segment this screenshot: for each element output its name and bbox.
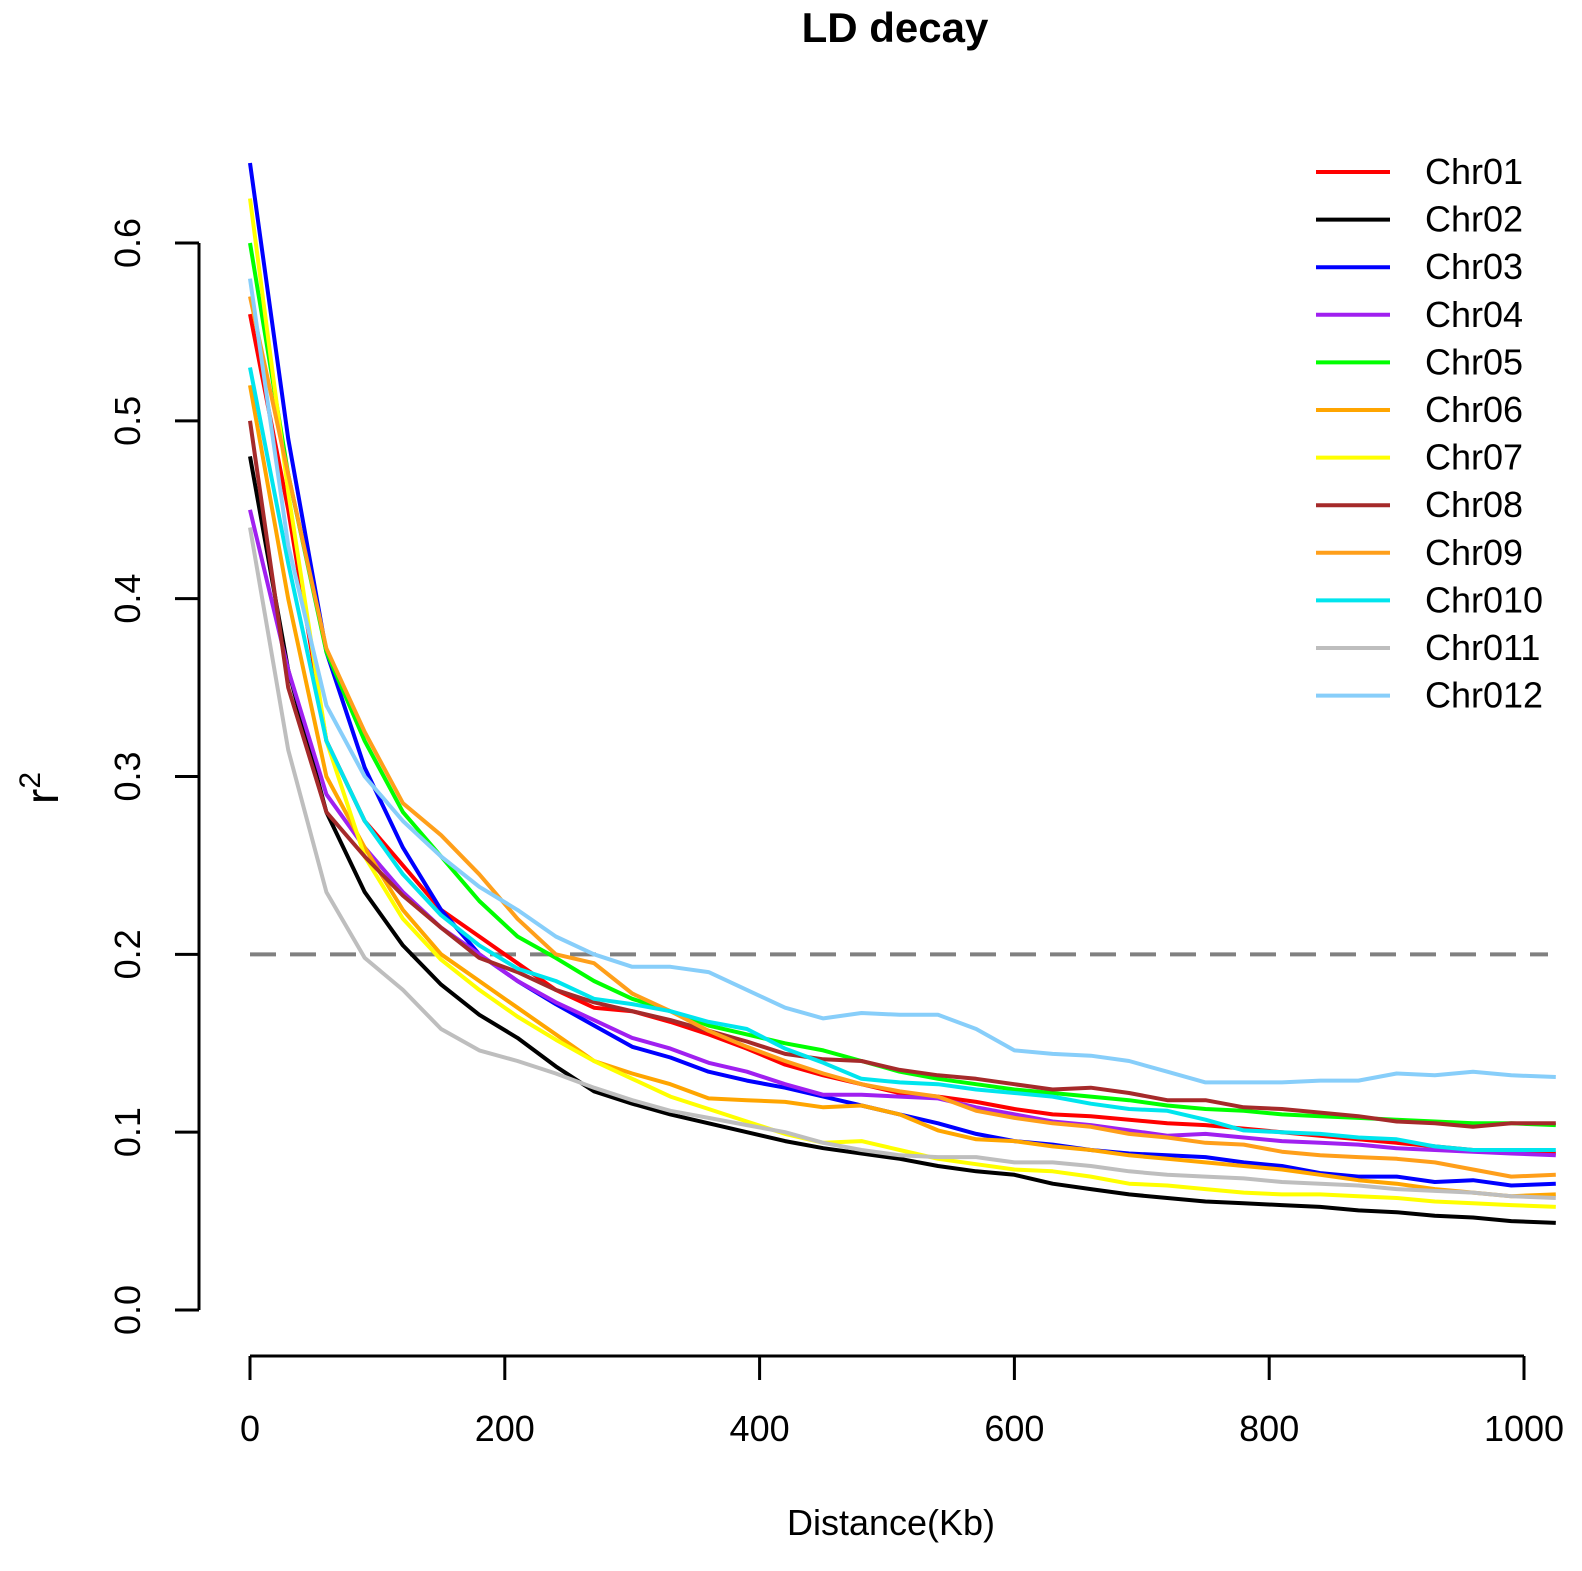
y-axis-label-base: r [16,789,68,804]
x-tick-label: 1000 [1484,1408,1564,1449]
series-line-chr07 [248,198,1556,1209]
legend: Chr01 Chr02 Chr03 Chr04 Chr05 Chr06 Chr07 Chr08… [1316,151,1543,716]
series-line-chr02 [248,456,1556,1225]
series-line-chr012 [248,278,1556,1085]
series-line-chr05 [248,242,1556,1128]
series-line-chr010 [248,367,1556,1152]
x-tick-label: 600 [984,1408,1044,1449]
x-axis: 0 200 400 600 800 1000 [240,1354,1564,1449]
y-tick-label: 0.6 [107,218,148,268]
x-axis-label: Distance(Kb) [787,1502,995,1543]
y-tick-label: 0.1 [107,1107,148,1157]
y-axis: 0.0 0.1 0.2 0.3 0.4 0.5 0.6 [107,218,201,1335]
legend-label: Chr06 [1425,389,1523,430]
y-tick-label: 0.5 [107,396,148,446]
legend-label: Chr09 [1425,532,1523,573]
x-tick-label: 400 [730,1408,790,1449]
y-tick-label: 0.4 [107,574,148,624]
legend-label: Chr02 [1425,199,1523,240]
legend-label: Chr011 [1425,627,1540,668]
series-line-chr06 [248,384,1556,1199]
x-tick-label: 0 [240,1408,260,1449]
chart-title: LD decay [802,4,989,51]
legend-label: Chr012 [1425,675,1543,716]
x-tick-label: 200 [475,1408,535,1449]
series-line-chr011 [248,527,1556,1200]
series-line-chr01 [248,313,1556,1156]
series-line-chr09 [248,295,1556,1179]
legend-label: Chr05 [1425,341,1523,382]
legend-label: Chr01 [1425,151,1523,192]
y-axis-label-group: r2 [14,772,68,804]
y-tick-label: 0.2 [107,929,148,979]
legend-label: Chr08 [1425,484,1523,525]
series-group [248,162,1556,1225]
legend-label: Chr04 [1425,294,1523,335]
x-tick-label: 800 [1239,1408,1299,1449]
y-tick-label: 0.3 [107,751,148,801]
y-axis-label-superscript: 2 [14,772,47,789]
series-line-chr08 [248,420,1556,1129]
series-line-chr04 [248,509,1556,1158]
legend-label: Chr07 [1425,437,1523,478]
y-tick-label: 0.0 [107,1285,148,1335]
y-axis-label: r2 [14,772,68,804]
legend-label: Chr03 [1425,246,1523,287]
legend-label: Chr010 [1425,579,1543,620]
